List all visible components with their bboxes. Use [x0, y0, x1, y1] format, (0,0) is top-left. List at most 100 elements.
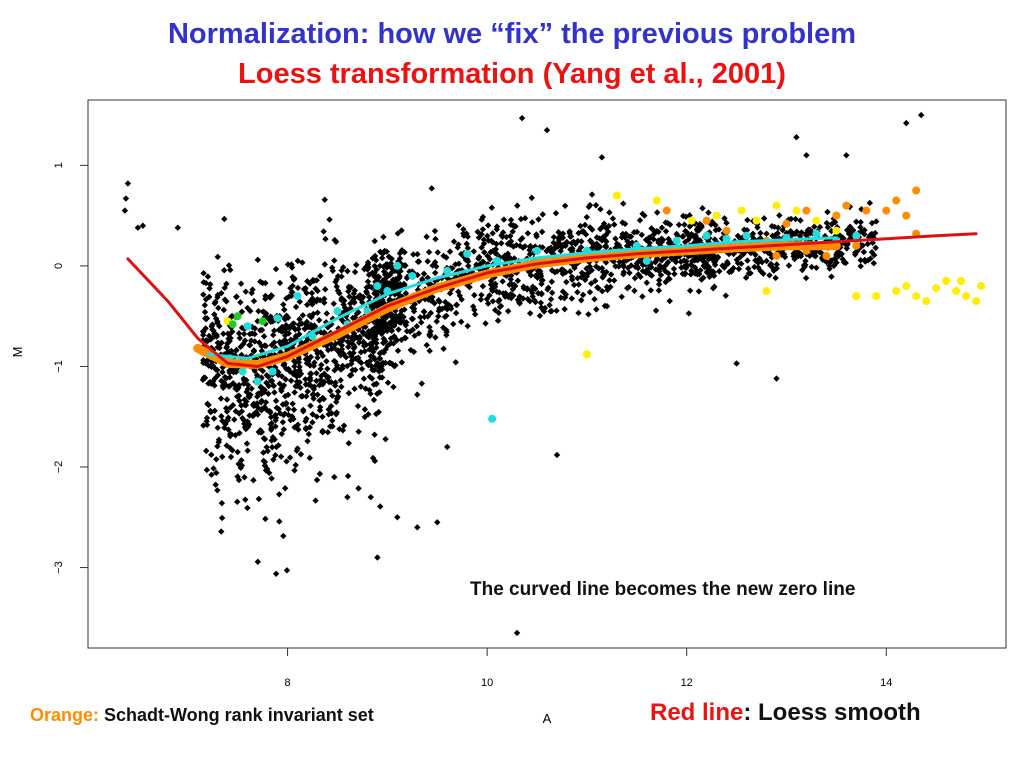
data-point	[218, 514, 226, 522]
data-point	[218, 289, 225, 297]
data-point	[485, 237, 492, 244]
data-point	[559, 288, 567, 295]
data-point	[262, 399, 270, 406]
data-point	[514, 296, 522, 303]
data-point	[694, 255, 702, 263]
data-point	[443, 331, 450, 339]
data-point	[478, 216, 485, 223]
data-point	[333, 395, 341, 402]
data-point	[479, 226, 487, 233]
data-point	[440, 345, 447, 352]
data-point	[505, 254, 512, 261]
data-point	[242, 401, 250, 409]
data-point	[813, 264, 820, 271]
data-point	[268, 475, 275, 482]
data-point	[339, 427, 347, 434]
data-point	[639, 258, 646, 266]
data-point	[200, 269, 207, 277]
data-point	[268, 341, 276, 349]
data-point	[527, 272, 535, 279]
data-point	[423, 233, 430, 240]
data-point	[751, 263, 758, 271]
data-point	[396, 250, 404, 257]
data-point	[441, 313, 449, 321]
data-point	[563, 278, 570, 286]
data-point	[413, 323, 421, 330]
data-point	[284, 391, 292, 399]
data-point	[589, 226, 596, 233]
data-point	[709, 268, 716, 275]
data-point	[272, 570, 280, 577]
data-point	[250, 477, 257, 484]
data-point	[250, 297, 258, 305]
data-point	[214, 343, 221, 351]
data-point	[460, 232, 468, 240]
data-point	[672, 258, 680, 266]
outlier-point	[513, 629, 521, 637]
data-point	[227, 404, 234, 411]
data-point	[559, 241, 567, 249]
data-point	[223, 344, 230, 352]
data-point	[643, 279, 650, 286]
data-point	[351, 385, 358, 393]
data-point	[797, 217, 804, 224]
data-point	[220, 267, 228, 274]
data-point	[215, 436, 223, 443]
outlier-point	[124, 180, 132, 187]
data-point	[307, 382, 314, 389]
data-point	[638, 231, 645, 239]
data-point	[401, 306, 408, 313]
data-point	[370, 396, 378, 404]
data-point	[519, 295, 527, 302]
yellow-point	[952, 287, 961, 296]
data-point	[735, 265, 743, 273]
outlier-point	[843, 152, 850, 159]
data-point	[536, 312, 544, 319]
data-point	[754, 264, 762, 271]
data-point	[228, 347, 235, 355]
data-point	[507, 241, 514, 248]
data-point	[350, 296, 357, 304]
data-point	[351, 343, 358, 350]
data-point	[487, 248, 494, 256]
data-point	[240, 380, 248, 387]
data-point	[260, 457, 267, 465]
data-point	[639, 210, 646, 218]
data-point	[859, 242, 866, 249]
data-point	[550, 233, 558, 241]
data-point	[455, 260, 463, 267]
data-point	[323, 310, 330, 317]
yellow-point	[582, 350, 591, 359]
data-point	[700, 274, 707, 282]
data-point	[624, 238, 631, 245]
data-point	[260, 449, 267, 456]
data-point	[768, 222, 776, 230]
data-point	[339, 317, 346, 324]
data-point	[631, 287, 638, 294]
data-point	[209, 326, 216, 333]
data-point	[292, 303, 300, 311]
data-point	[593, 234, 601, 241]
data-point	[258, 390, 265, 398]
data-point	[363, 288, 370, 295]
data-point	[529, 283, 536, 290]
data-point	[443, 254, 450, 261]
data-point	[548, 307, 555, 315]
cyan-point	[243, 322, 252, 331]
data-point	[214, 253, 221, 261]
y-tick-label: −1	[53, 360, 65, 373]
data-point	[610, 277, 618, 284]
data-point	[355, 309, 362, 316]
data-point	[358, 365, 366, 373]
outlier-point	[773, 375, 780, 382]
data-point	[586, 288, 594, 296]
data-point	[382, 271, 389, 278]
data-point	[290, 324, 297, 331]
data-point	[771, 223, 778, 231]
data-point	[227, 266, 234, 274]
data-point	[300, 406, 307, 414]
data-point	[428, 185, 435, 192]
data-point	[440, 324, 447, 331]
data-point	[426, 347, 433, 355]
data-point	[268, 444, 276, 451]
